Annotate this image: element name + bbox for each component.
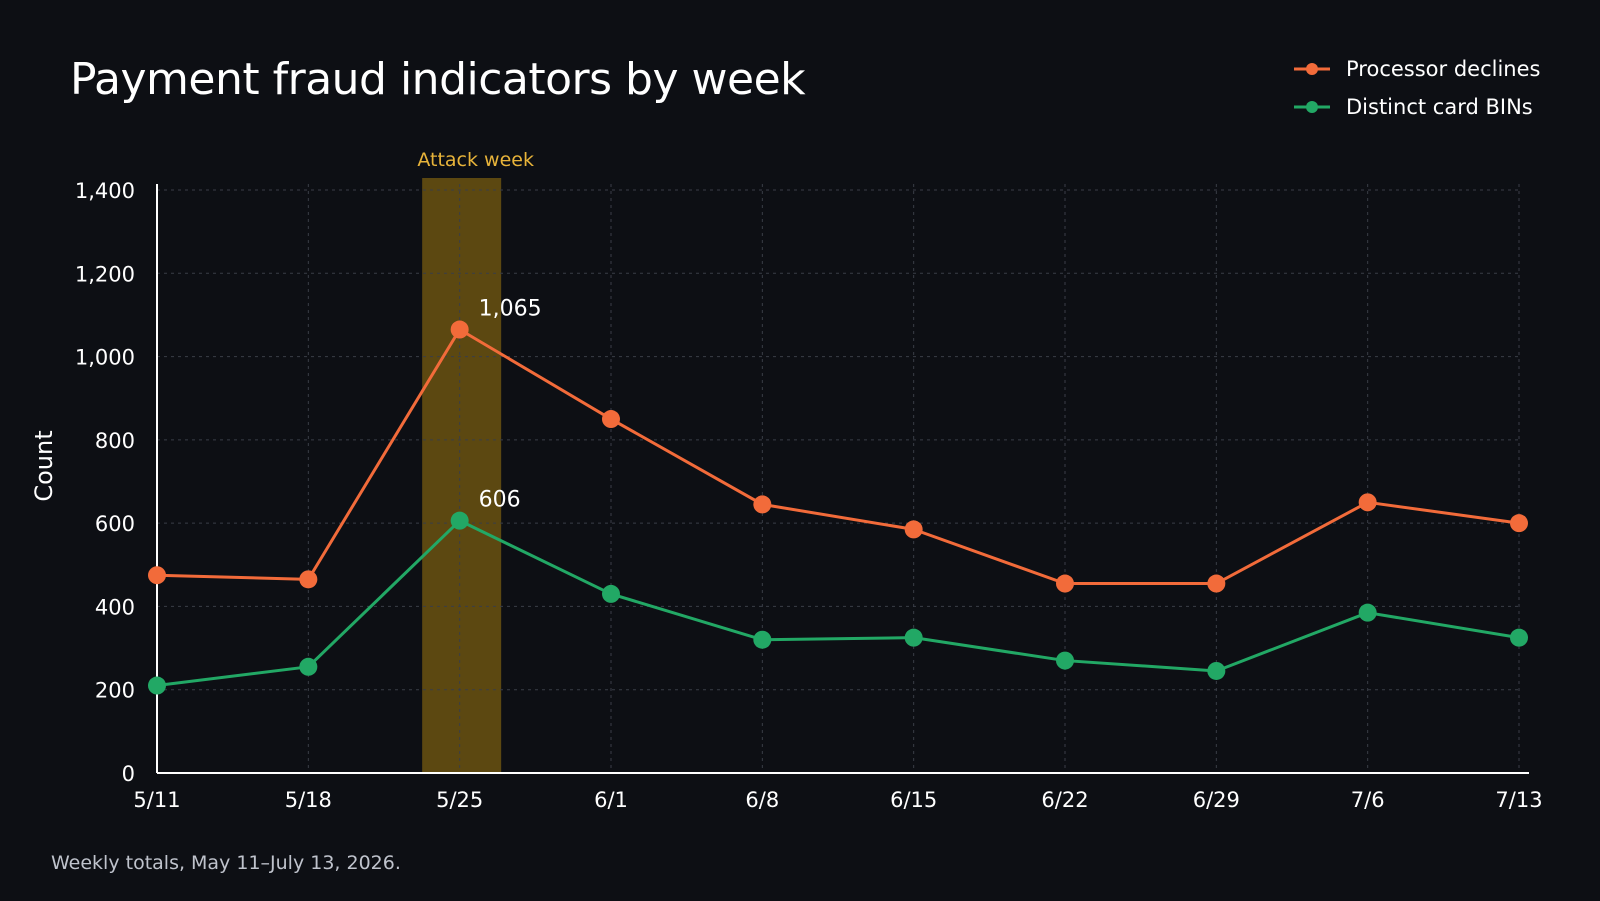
processor-declines-point <box>299 570 318 589</box>
y-tick-label: 200 <box>95 679 135 703</box>
footnote: Weekly totals, May 11–July 13, 2026. <box>51 852 401 874</box>
distinct-card-bins-point <box>904 628 923 647</box>
processor-declines-point <box>602 410 620 429</box>
distinct-card-bins-point <box>1510 628 1528 647</box>
processor-declines-point <box>753 495 772 514</box>
processor-declines-point <box>904 520 923 539</box>
processor-declines-point <box>1358 493 1377 512</box>
distinct-card-bins-point <box>1358 603 1377 622</box>
legend-distinct-card-bins-label: Distinct card BINs <box>1346 95 1533 119</box>
distinct-card-bins-point <box>1207 661 1226 680</box>
grid-layer <box>157 184 1520 773</box>
data-label: 1,065 <box>479 297 542 322</box>
distinct-card-bins-line <box>155 519 1521 688</box>
x-tick-label: 6/1 <box>594 788 628 812</box>
legend-distinct-card-bins-marker <box>1306 101 1318 113</box>
processor-declines-point <box>1207 574 1226 593</box>
y-tick-label: 0 <box>122 762 135 786</box>
x-tick-label: 7/6 <box>1351 788 1385 812</box>
y-tick-label: 800 <box>95 429 135 453</box>
series-layer <box>148 320 1528 695</box>
x-tick-label: 6/15 <box>890 788 937 812</box>
processor-declines-point <box>1056 574 1074 593</box>
distinct-card-bins-point <box>450 511 469 530</box>
legend: Processor declines Distinct card BINs <box>1294 57 1540 119</box>
attack-week-band <box>422 178 502 773</box>
processor-declines-point <box>1510 514 1528 533</box>
y-tick-label: 1,200 <box>75 262 135 286</box>
processor-declines-line <box>155 328 1521 586</box>
axis-layer: 0 200 400 600 800 1,000 1,200 1,400 5/11 5/18 5/25… <box>75 179 1543 812</box>
x-tick-label: 6/8 <box>745 788 779 812</box>
chart-title: Payment fraud indicators by week <box>70 54 806 105</box>
y-tick-label: 1,000 <box>75 346 135 370</box>
highlight-band-layer: Attack week <box>417 149 534 773</box>
y-tick-label: 1,400 <box>75 179 135 203</box>
x-tick-label: 5/25 <box>436 788 483 812</box>
legend-processor-declines-label: Processor declines <box>1346 57 1540 81</box>
x-tick-label: 6/22 <box>1041 788 1088 812</box>
data-label-layer: 1,065 606 <box>479 297 542 513</box>
distinct-card-bins-point <box>753 630 772 649</box>
x-tick-label: 5/18 <box>285 788 332 812</box>
y-axis-title: Count <box>30 430 58 501</box>
data-label: 606 <box>479 488 521 513</box>
attack-week-label: Attack week <box>417 149 534 171</box>
distinct-card-bins-point <box>148 676 166 695</box>
legend-processor-declines-marker <box>1306 63 1318 75</box>
y-tick-label: 600 <box>95 512 135 536</box>
x-tick-label: 5/11 <box>133 788 180 812</box>
distinct-card-bins-point <box>602 584 620 603</box>
y-tick-label: 400 <box>95 595 135 619</box>
distinct-card-bins-point <box>1056 651 1074 670</box>
processor-declines-point <box>148 566 166 585</box>
processor-declines-point <box>450 320 469 339</box>
x-tick-label: 6/29 <box>1193 788 1240 812</box>
distinct-card-bins-point <box>299 657 318 676</box>
x-tick-label: 7/13 <box>1495 788 1542 812</box>
